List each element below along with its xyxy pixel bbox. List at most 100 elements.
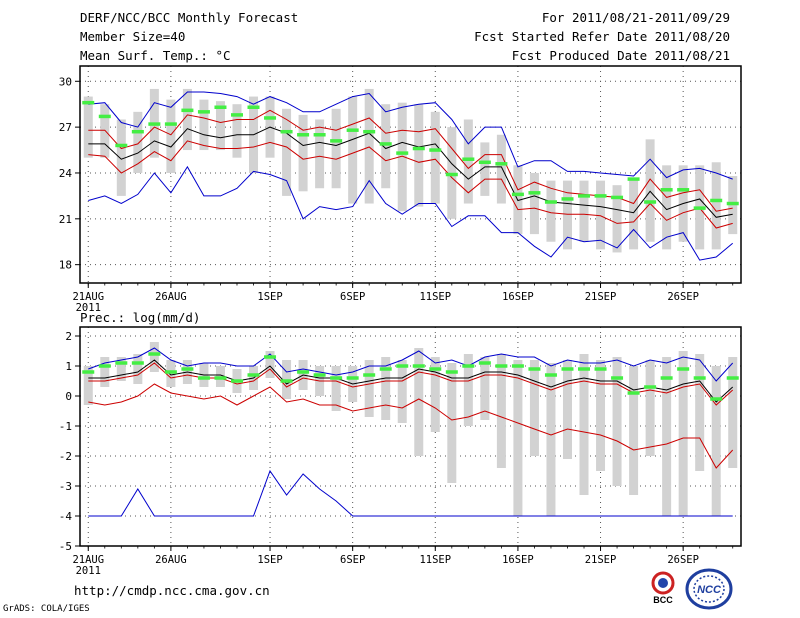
chart-title: DERF/NCC/BCC Monthly Forecast xyxy=(80,10,299,25)
temperature-xtick-label: 26AUG xyxy=(155,291,187,303)
precipitation-box xyxy=(629,366,639,495)
temperature-box xyxy=(562,180,572,250)
precipitation-xtick-label: 21SEP xyxy=(585,554,617,566)
temperature-box xyxy=(83,96,93,158)
temperature-box xyxy=(182,88,192,151)
precipitation-ytick-label: 2 xyxy=(65,330,72,343)
precipitation-xtick-label: 26SEP xyxy=(667,554,699,566)
temperature-box xyxy=(282,108,292,196)
precipitation-ytick-label: -2 xyxy=(59,450,72,463)
precipitation-ytick-label: 1 xyxy=(65,360,72,373)
temperature-box xyxy=(430,111,440,204)
precipitation-box xyxy=(678,351,688,516)
temperature-box xyxy=(232,104,242,158)
precipitation-line-max xyxy=(88,347,734,382)
precipitation-box xyxy=(728,357,738,468)
footer-url[interactable]: http://cmdp.ncc.cma.gov.cn xyxy=(74,583,270,598)
temperature-box xyxy=(348,96,358,204)
temperature-xtick-label: 1SEP xyxy=(257,291,282,303)
temperature-box xyxy=(629,180,639,250)
temperature-box xyxy=(414,104,424,207)
precipitation-box xyxy=(381,357,391,420)
bcc-logo: BCC xyxy=(651,571,675,605)
temperature-box xyxy=(100,104,110,158)
precipitation-box xyxy=(83,366,93,405)
temperature-xtick-label: 26SEP xyxy=(667,291,699,303)
precipitation-ytick-label: -4 xyxy=(59,510,73,523)
temperature-box xyxy=(480,142,490,196)
ncc-logo-text: NCC xyxy=(697,584,722,596)
precipitation-box xyxy=(397,360,407,423)
precipitation-box xyxy=(414,348,424,456)
temperature-line-upper xyxy=(88,109,733,212)
temperature-box xyxy=(397,102,407,212)
temperature-box xyxy=(612,185,622,253)
temperature-box xyxy=(364,88,374,204)
ncc-logo: NCC xyxy=(685,568,733,610)
temperature-ytick-label: 18 xyxy=(59,259,72,272)
precipitation-ytick-label: 0 xyxy=(65,390,72,403)
precipitation-box xyxy=(265,351,275,378)
temperature-box xyxy=(199,99,209,151)
temperature-box xyxy=(116,119,126,196)
forecast-produced-date: Fcst Produced Date 2011/08/21 xyxy=(511,48,730,63)
precipitation-box xyxy=(364,360,374,417)
precipitation-box xyxy=(331,366,341,411)
precipitation-line-mean xyxy=(88,362,734,406)
temperature-box xyxy=(711,162,721,250)
temperature-xtick-label: 21SEP xyxy=(585,291,617,303)
precipitation-box xyxy=(579,354,589,495)
precipitation-box xyxy=(645,360,655,456)
forecast-start-date: Fcst Started Refer Date 2011/08/20 xyxy=(474,29,730,44)
temperature-xtick-label: 16SEP xyxy=(502,291,534,303)
variable-label: Mean Surf. Temp.: °C xyxy=(80,48,231,63)
temperature-box xyxy=(133,111,143,173)
temperature-line-max xyxy=(88,91,733,180)
precipitation-box xyxy=(463,354,473,426)
precipitation-box xyxy=(100,357,110,387)
precipitation-ytick-label: -1 xyxy=(59,420,72,433)
precipitation-box xyxy=(695,354,705,471)
precipitation-box xyxy=(116,357,126,381)
temperature-box xyxy=(529,172,539,235)
temperature-box xyxy=(463,119,473,204)
temperature-xtick-label: 21AUG xyxy=(72,291,104,303)
temperature-frame xyxy=(79,65,742,284)
precipitation-box xyxy=(562,360,572,459)
temperature-box xyxy=(215,101,225,151)
precipitation-box xyxy=(513,360,523,516)
precipitation-ytick-label: -5 xyxy=(59,540,72,553)
temperature-ytick-label: 21 xyxy=(59,213,72,226)
temperature-year-label: 2011 xyxy=(76,302,101,314)
precipitation-ytick-label: -3 xyxy=(59,480,72,493)
precipitation-box xyxy=(480,357,490,420)
temperature-ytick-label: 27 xyxy=(59,121,72,134)
precipitation-line-upper xyxy=(88,359,734,403)
member-size: Member Size=40 xyxy=(80,29,186,44)
precipitation-line-min xyxy=(88,469,733,517)
precipitation-box xyxy=(430,357,440,432)
precipitation-line-lower xyxy=(88,383,734,469)
precipitation-box xyxy=(596,360,606,471)
precipitation-xtick-label: 6SEP xyxy=(340,554,365,566)
precipitation-box xyxy=(529,360,539,456)
bcc-logo-text: BCC xyxy=(653,595,673,605)
precipitation-box xyxy=(496,354,506,468)
precipitation-xtick-label: 1SEP xyxy=(257,554,282,566)
temperature-line-mean xyxy=(88,126,733,218)
precipitation-xtick-label: 26AUG xyxy=(155,554,187,566)
precipitation-box xyxy=(662,357,672,516)
precipitation-xtick-label: 16SEP xyxy=(502,554,534,566)
precipitation-xtick-label: 11SEP xyxy=(419,554,451,566)
precipitation-xtick-label: 21AUG xyxy=(72,554,104,566)
temperature-box xyxy=(166,99,176,173)
temperature-box xyxy=(596,180,606,250)
temperature-xtick-label: 11SEP xyxy=(419,291,451,303)
precipitation-box xyxy=(149,342,159,372)
precipitation-box xyxy=(447,363,457,483)
temperature-box xyxy=(315,119,325,189)
temperature-line-min xyxy=(88,165,734,261)
temperature-xtick-label: 6SEP xyxy=(340,291,365,303)
temperature-box xyxy=(662,165,672,250)
forecast-period: For 2011/08/21-2011/09/29 xyxy=(541,10,730,25)
